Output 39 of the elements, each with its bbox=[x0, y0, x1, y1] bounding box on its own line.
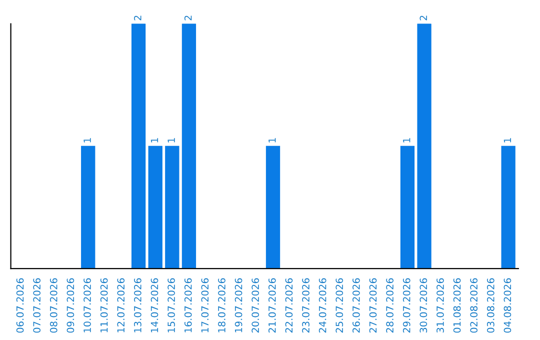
x-tick-label: 31.07.2026 bbox=[436, 278, 444, 333]
x-tick-label: 19.07.2026 bbox=[234, 278, 242, 332]
data-label: 1 bbox=[168, 138, 175, 142]
x-tick-label: 28.07.2026 bbox=[386, 278, 394, 333]
data-label: 1 bbox=[84, 138, 91, 142]
data-label: 1 bbox=[403, 138, 410, 142]
data-label: 2 bbox=[184, 16, 192, 20]
x-tick-label: 09.07.2026 bbox=[66, 278, 74, 333]
x-tick-label: 02.08.2026 bbox=[470, 278, 478, 333]
x-tick-label: 20.07.2026 bbox=[252, 278, 260, 333]
x-tick-label: 22.07.2026 bbox=[285, 278, 293, 333]
x-tick-label: 12.07.2026 bbox=[117, 278, 125, 332]
x-tick-label: 24.07.2026 bbox=[318, 278, 326, 333]
x-tick-label: 26.07.2026 bbox=[352, 278, 360, 333]
x-tick-label: 08.07.2026 bbox=[50, 278, 58, 333]
x-tick-label: 11.07.2026 bbox=[100, 278, 108, 332]
data-label: 1 bbox=[268, 138, 276, 142]
data-label: 1 bbox=[504, 138, 511, 142]
x-tick-label: 10.07.2026 bbox=[84, 278, 91, 332]
x-tick-label: 21.07.2026 bbox=[268, 278, 276, 333]
x-tick-label: 30.07.2026 bbox=[420, 278, 428, 333]
x-tick-label: 25.07.2026 bbox=[336, 278, 344, 333]
x-tick-label: 13.07.2026 bbox=[134, 278, 142, 332]
x-tick-label: 03.08.2026 bbox=[486, 278, 494, 333]
data-label: 2 bbox=[420, 16, 427, 20]
data-label: 2 bbox=[134, 16, 142, 20]
x-tick-label: 23.07.2026 bbox=[302, 278, 310, 333]
x-tick-label: 04.08.2026 bbox=[504, 278, 512, 333]
x-tick-label: 18.07.2026 bbox=[218, 278, 226, 332]
x-tick-label: 16.07.2026 bbox=[184, 278, 192, 332]
x-tick-label: 15.07.2026 bbox=[168, 278, 175, 332]
x-tick-label: 29.07.2026 bbox=[402, 278, 410, 333]
x-tick-label: 07.07.2026 bbox=[33, 278, 41, 333]
data-label: 1 bbox=[150, 138, 158, 142]
x-tick-label: 27.07.2026 bbox=[369, 278, 377, 333]
x-tick-label: 17.07.2026 bbox=[201, 278, 209, 332]
x-tick-label: 14.07.2026 bbox=[150, 278, 158, 332]
x-tick-label: 06.07.2026 bbox=[16, 278, 24, 333]
x-tick-label: 01.08.2026 bbox=[453, 278, 461, 333]
